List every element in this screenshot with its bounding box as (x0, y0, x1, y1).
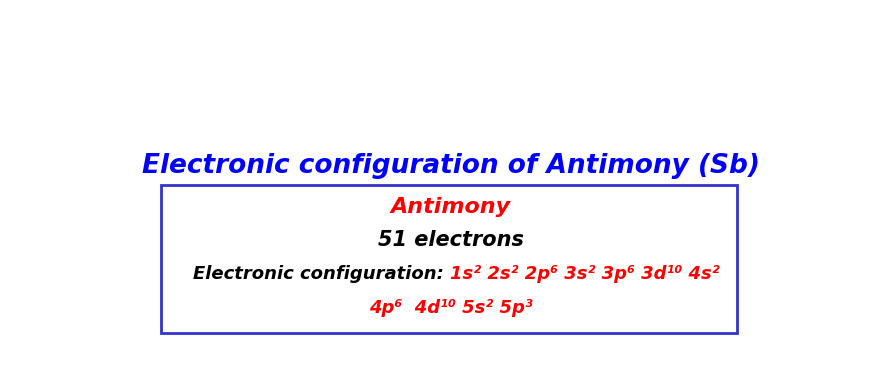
Text: 51 electrons: 51 electrons (378, 230, 522, 250)
FancyBboxPatch shape (161, 185, 736, 333)
Text: 1s² 2s² 2p⁶ 3s² 3p⁶ 3d¹⁰ 4s²: 1s² 2s² 2p⁶ 3s² 3p⁶ 3d¹⁰ 4s² (450, 265, 719, 283)
Text: Electronic configuration of Antimony (Sb): Electronic configuration of Antimony (Sb… (141, 153, 759, 179)
Text: Antimony: Antimony (390, 197, 510, 217)
Text: 4p⁶  4d¹⁰ 5s² 5p³: 4p⁶ 4d¹⁰ 5s² 5p³ (368, 299, 532, 317)
Text: Electronic configuration:: Electronic configuration: (193, 265, 450, 283)
